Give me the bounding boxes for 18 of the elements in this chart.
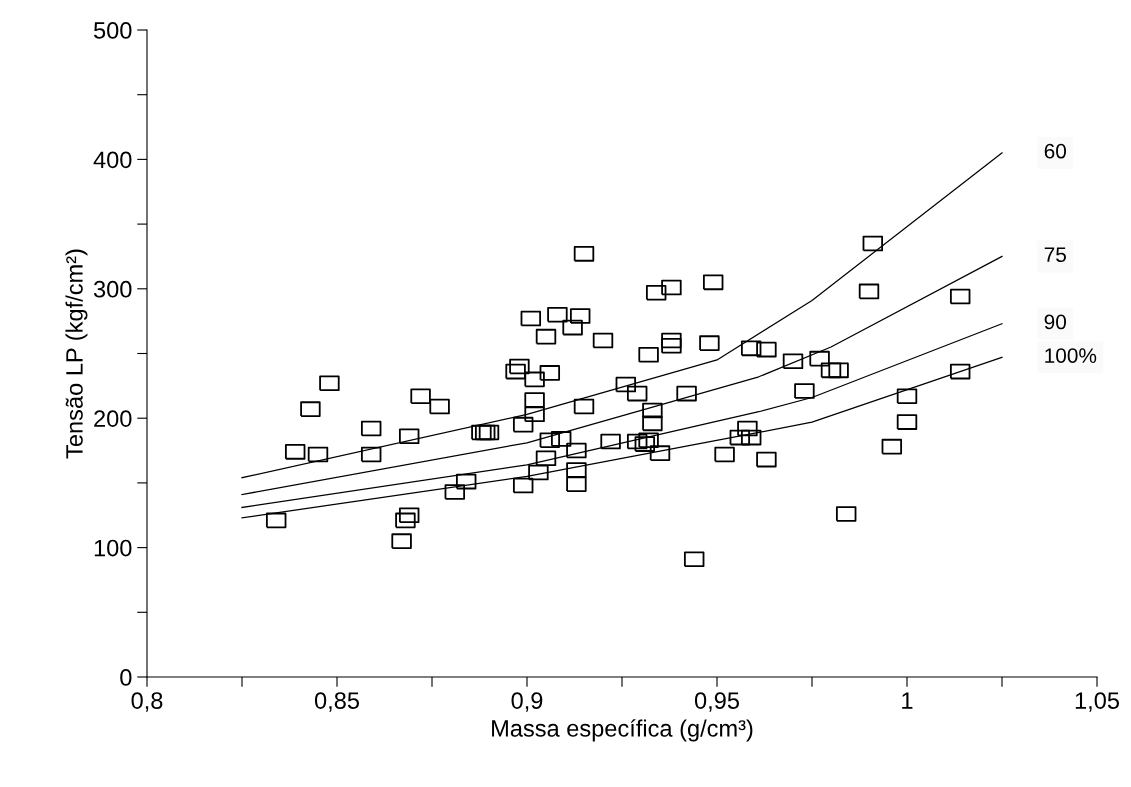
text: 90: [1044, 314, 1067, 330]
y-tick-label: 400: [93, 151, 132, 169]
x-tick-label: 1,05: [1075, 692, 1119, 712]
y-tick-label: 200: [94, 410, 132, 427]
x-axis-title: Massa específica (g/cm³): [492, 719, 753, 742]
y-tick-label: 500: [93, 22, 132, 39]
x-tick-label: 0,95: [694, 692, 739, 712]
text: 100%: [1045, 348, 1097, 363]
text: 75: [1044, 247, 1066, 263]
x-tick-label: 0,85: [314, 692, 359, 712]
x-tick-label: 1: [902, 692, 913, 709]
x-tick-label: 0,8: [131, 692, 163, 712]
y-tick-label: 300: [93, 280, 132, 298]
y-axis-title: Tensão LP (kgf/cm²): [65, 249, 88, 459]
x-tick-label: 0,9: [511, 692, 543, 712]
y-tick-label: 100: [94, 539, 132, 557]
y-tick-label: 0: [120, 669, 132, 686]
text: 60: [1044, 143, 1067, 159]
